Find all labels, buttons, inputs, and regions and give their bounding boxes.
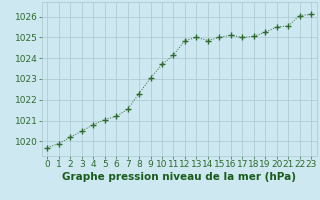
X-axis label: Graphe pression niveau de la mer (hPa): Graphe pression niveau de la mer (hPa) bbox=[62, 172, 296, 182]
